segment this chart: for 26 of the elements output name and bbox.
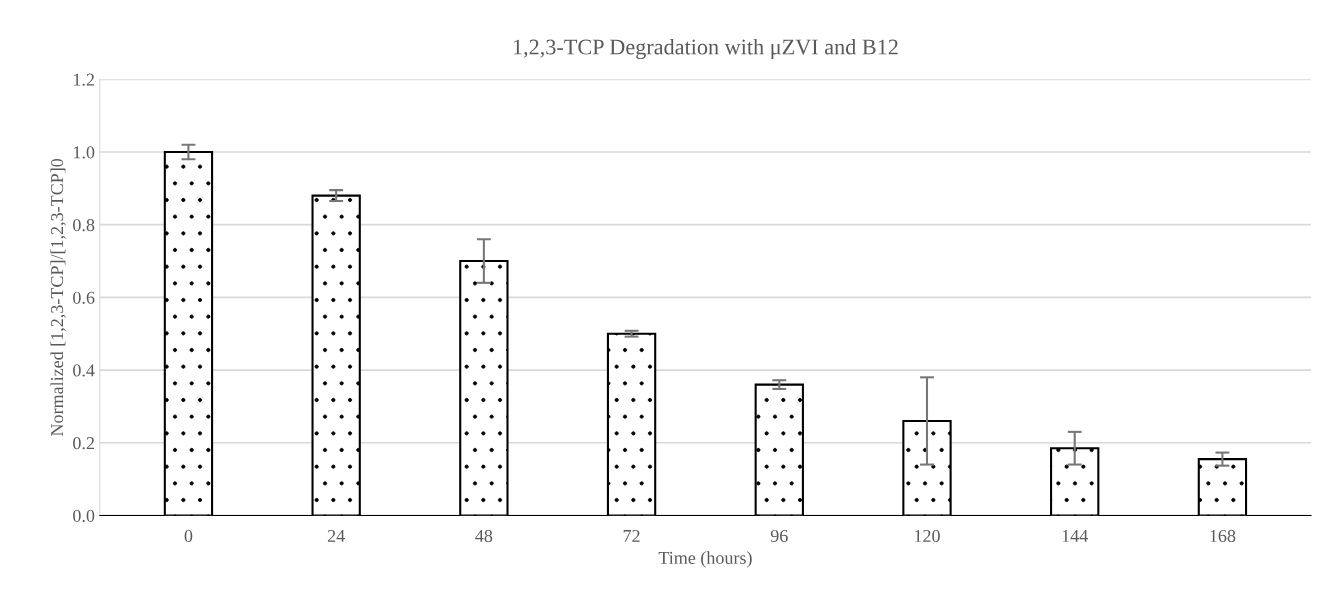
bar bbox=[902, 419, 952, 516]
y-axis-title: Normalized [1,2,3-TCP]/[1,2,3-TCP]0 bbox=[50, 158, 66, 437]
bar bbox=[163, 150, 214, 516]
x-tick-label: 24 bbox=[327, 529, 345, 542]
y-tick-label: 0.6 bbox=[73, 291, 95, 304]
bar bbox=[311, 194, 361, 516]
x-tick-label: 144 bbox=[1062, 529, 1088, 542]
y-tick-label: 0.2 bbox=[73, 437, 94, 450]
y-tick-label: 0.8 bbox=[73, 218, 95, 232]
bar bbox=[606, 332, 657, 516]
y-tick-label: 1.2 bbox=[73, 73, 94, 86]
x-tick-label: 0 bbox=[184, 529, 193, 543]
bar bbox=[1197, 458, 1248, 516]
x-tick-label: 96 bbox=[770, 529, 788, 543]
chart-title: 1,2,3-TCP Degradation with μZVI and B12 bbox=[513, 38, 898, 60]
x-tick-label: 48 bbox=[475, 529, 493, 543]
y-tick-label: 0.0 bbox=[73, 509, 95, 522]
x-tick-label: 168 bbox=[1210, 529, 1236, 543]
bar bbox=[459, 259, 509, 516]
bar bbox=[754, 383, 804, 516]
y-tick-label: 0.4 bbox=[73, 364, 95, 377]
bar bbox=[1050, 447, 1100, 516]
x-tick-label: 120 bbox=[915, 529, 940, 543]
y-tick-label: 1.0 bbox=[73, 146, 95, 159]
x-tick-label: 72 bbox=[623, 529, 640, 542]
x-axis-title: Time (hours) bbox=[658, 551, 752, 568]
